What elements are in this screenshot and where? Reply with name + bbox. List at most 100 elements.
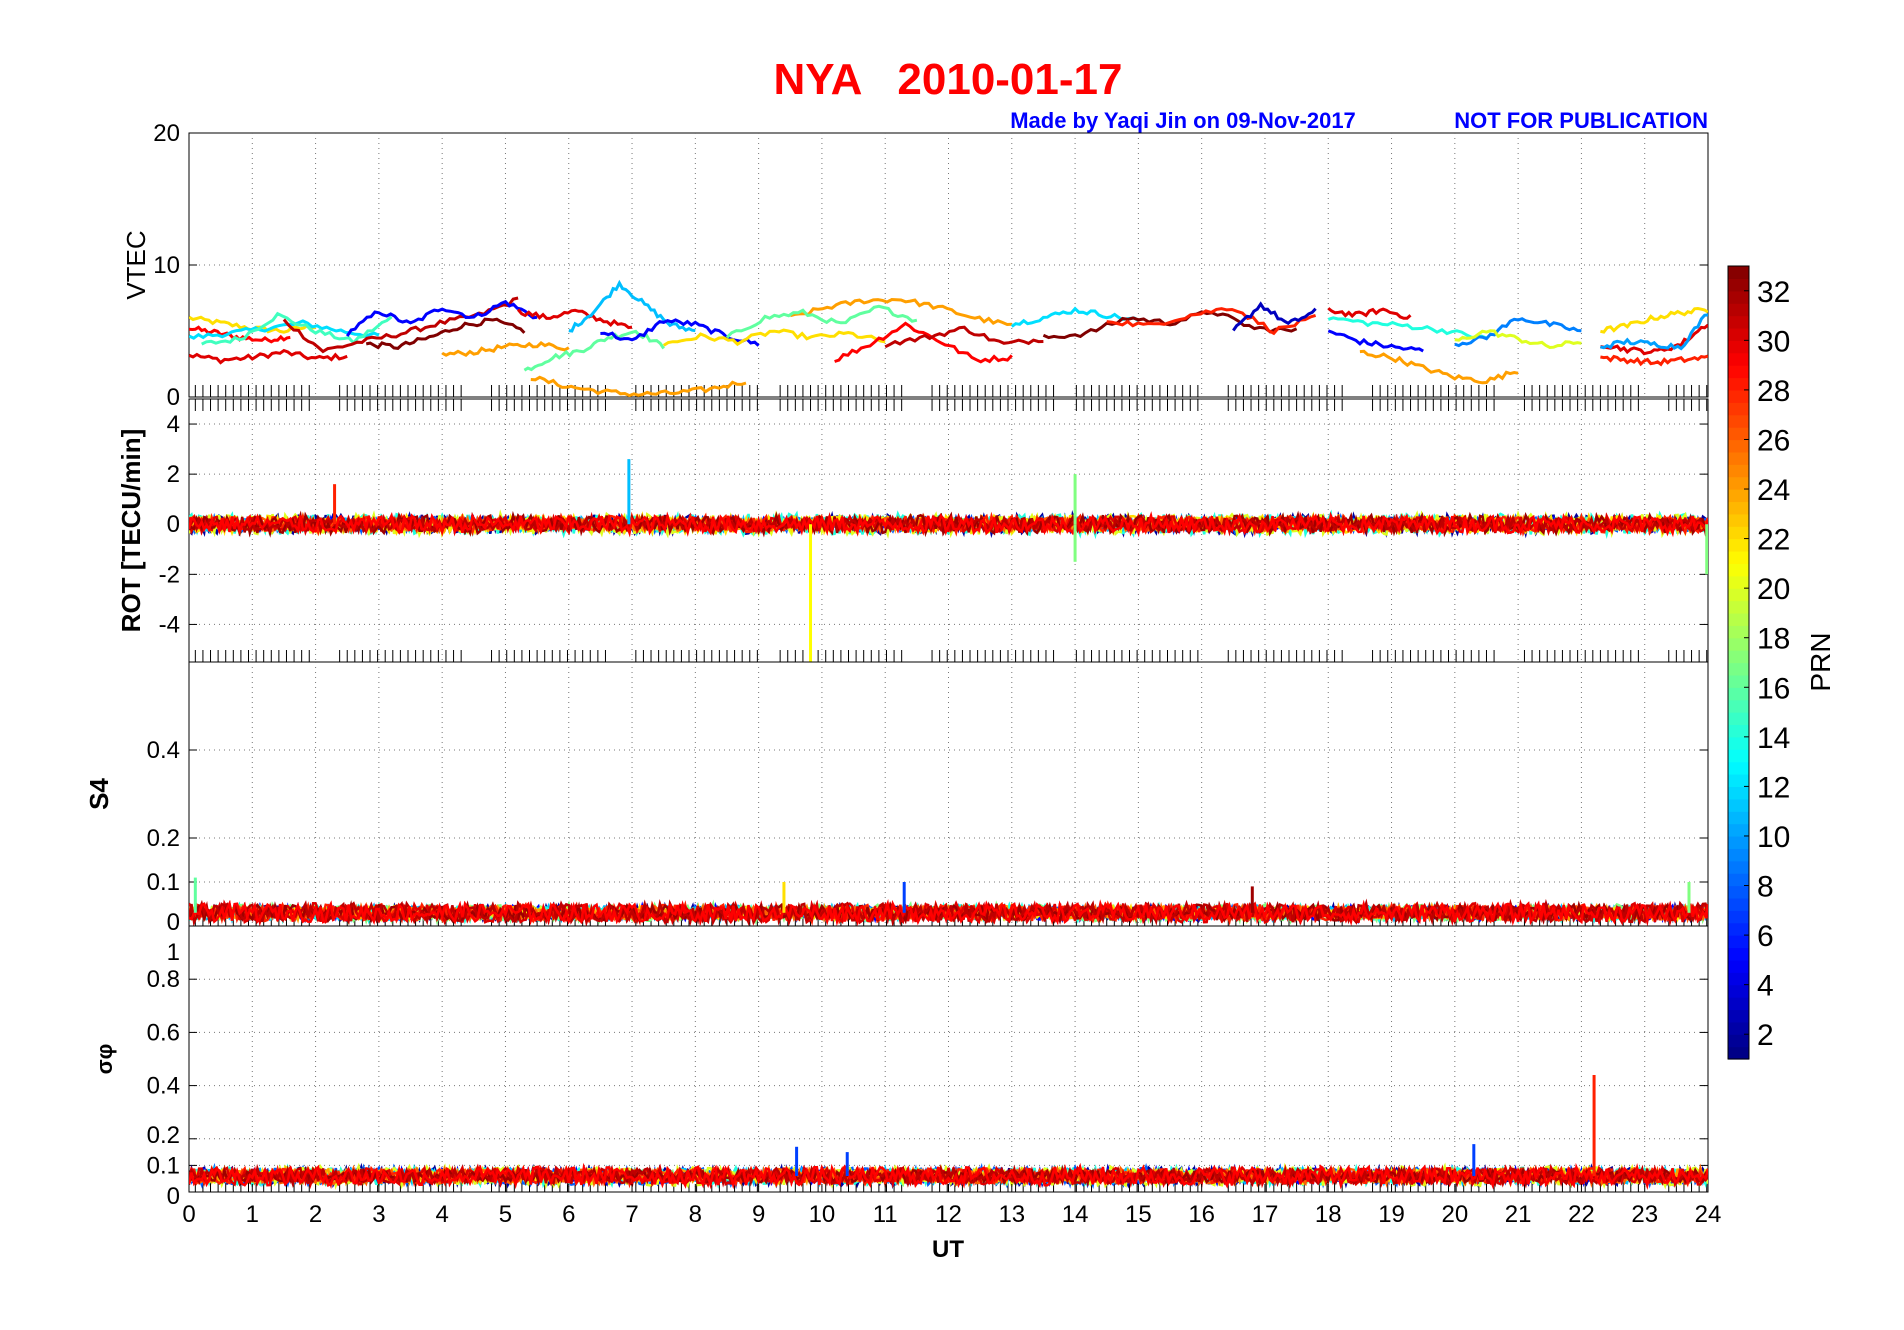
colorbar-cell: [1728, 873, 1749, 887]
x-tick-label: 13: [998, 1201, 1025, 1228]
colorbar-cell: [1728, 550, 1749, 564]
series-group: [189, 279, 1708, 397]
x-tick-label: 15: [1125, 1201, 1152, 1228]
colorbar-cell: [1728, 513, 1749, 527]
colorbar-cell: [1728, 835, 1749, 849]
series-line-prn-29: [834, 321, 1013, 364]
series-line-prn-20: [1454, 329, 1582, 350]
series-line-prn-33: [1042, 310, 1298, 340]
series-line-prn-30: [516, 308, 633, 330]
colorbar-cell: [1728, 774, 1749, 788]
y-axis-label: VTEC: [121, 230, 151, 299]
colorbar-cell: [1728, 959, 1749, 973]
colorbar-cell: [1728, 786, 1749, 800]
x-tick-label: 11: [873, 1201, 898, 1228]
colorbar-cell: [1728, 563, 1749, 577]
y-tick-label: 0: [167, 384, 180, 411]
y-tick-label: 4: [167, 411, 180, 438]
colorbar-cell: [1728, 489, 1749, 503]
colorbar-cell: [1728, 736, 1749, 750]
colorbar-cell: [1728, 1034, 1749, 1048]
colorbar-cell: [1728, 278, 1749, 292]
y-tick-label: 0: [167, 1183, 180, 1210]
series-line-prn-5: [1327, 329, 1424, 353]
series-line-prn-9: [1454, 317, 1582, 348]
colorbar-cell: [1728, 848, 1749, 862]
x-tick-label: 21: [1505, 1201, 1532, 1228]
x-tick-label: 1: [246, 1201, 259, 1228]
colorbar-cell: [1728, 340, 1749, 354]
x-tick-label: 7: [625, 1201, 638, 1228]
colorbar-cell: [1728, 414, 1749, 428]
y-tick-label: -4: [159, 611, 180, 638]
colorbar-cell: [1728, 377, 1749, 391]
y-tick-label: -2: [159, 561, 180, 588]
colorbar-cell: [1728, 427, 1749, 441]
colorbar-cell: [1728, 451, 1749, 465]
y-axis-label: ROT [TECU/min]: [116, 429, 146, 633]
colorbar-cell: [1728, 538, 1749, 552]
x-tick-label: 19: [1378, 1201, 1405, 1228]
series-line-prn-24: [789, 297, 1012, 327]
series-line-prn-29: [189, 899, 1708, 926]
plot-area: [188, 925, 1709, 1193]
credit-text: Made by Yaqi Jin on 09-Nov-2017: [1010, 108, 1356, 133]
colorbar-cell: [1728, 526, 1749, 540]
plot-area: [188, 132, 1709, 398]
colorbar-cell: [1728, 439, 1749, 453]
colorbar-cell: [1728, 823, 1749, 837]
colorbar-tick-label: 8: [1757, 871, 1774, 904]
y-tick-label: 2: [167, 461, 180, 488]
colorbar-tick-label: 32: [1757, 276, 1790, 309]
colorbar-tick-label: 20: [1757, 573, 1790, 606]
y-tick-label: 0: [167, 909, 180, 936]
x-axis-label: UT: [932, 1236, 964, 1263]
series-line-prn-16: [725, 304, 918, 339]
colorbar-cell: [1728, 749, 1749, 763]
colorbar-tick-label: 2: [1757, 1019, 1774, 1052]
x-tick-label: 22: [1568, 1201, 1595, 1228]
series-line-prn-12: [189, 319, 380, 340]
series-line-prn-3: [1232, 301, 1317, 332]
series-line-prn-24: [441, 340, 570, 357]
colorbar-tick-label: 30: [1757, 325, 1790, 358]
colorbar-tick-label: 6: [1757, 920, 1774, 953]
plot-area: [188, 661, 1709, 927]
series-line-prn-15: [201, 311, 393, 346]
colorbar-cell: [1728, 674, 1749, 688]
x-tick-label: 5: [499, 1201, 512, 1228]
colorbar-cell: [1728, 476, 1749, 490]
colorbar-cell: [1728, 600, 1749, 614]
y-tick-label: 0.2: [147, 1122, 180, 1149]
colorbar-cell: [1728, 650, 1749, 664]
colorbar-cell: [1728, 327, 1749, 341]
colorbar-cell: [1728, 464, 1749, 478]
colorbar-cell: [1728, 612, 1749, 626]
x-tick-label: 9: [752, 1201, 765, 1228]
y-tick-label: 0.6: [147, 1019, 180, 1046]
notice-text: NOT FOR PUBLICATION: [1454, 108, 1708, 133]
y-tick-label: 0.4: [147, 1073, 180, 1100]
series-line-prn-33: [365, 317, 526, 350]
colorbar-cell: [1728, 687, 1749, 701]
colorbar-label: PRN: [1805, 632, 1836, 691]
series-line-prn-11: [568, 279, 696, 333]
y-tick-label: 0.8: [147, 966, 180, 993]
y-tick-label: 0.2: [147, 825, 180, 852]
colorbar-cell: [1728, 910, 1749, 924]
panel-rot: -4 -2 0 2 4 ROT [TECU/min]: [116, 398, 1709, 663]
x-tick-label: 2: [309, 1201, 322, 1228]
colorbar-cell: [1728, 712, 1749, 726]
panel-vtec: 0 10 20 VTEC: [121, 120, 1709, 411]
colorbar-frame: [1727, 265, 1750, 1060]
colorbar-cell: [1728, 662, 1749, 676]
y-tick-label: 0.1: [147, 869, 180, 896]
colorbar-cell: [1728, 389, 1749, 403]
colorbar-cell: [1728, 897, 1749, 911]
x-tick-label: 8: [689, 1201, 702, 1228]
series-line-prn-30: [1327, 307, 1412, 320]
colorbar-cell: [1728, 1009, 1749, 1023]
colorbar-tick-label: 16: [1757, 672, 1790, 705]
x-tick-label: 14: [1062, 1201, 1089, 1228]
